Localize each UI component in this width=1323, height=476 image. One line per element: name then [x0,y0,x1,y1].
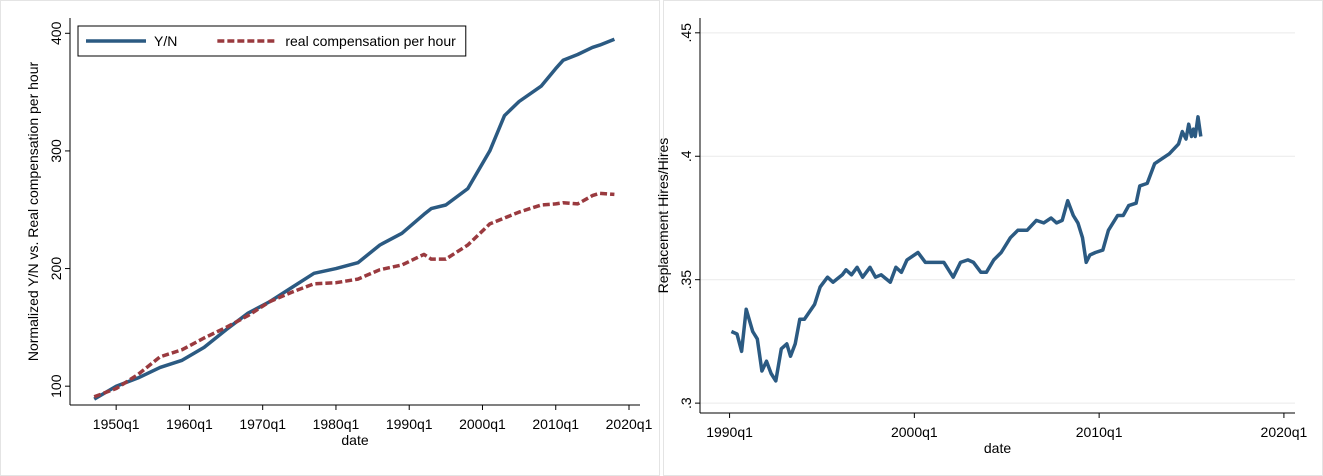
series-line [93,191,615,399]
y-tick-label: .35 [678,270,694,290]
legend: Y/N real compensation per hour [77,25,467,57]
y-tick-label: 300 [48,139,64,163]
x-tick-label: 1950q1 [93,416,140,432]
x-tick-label: 1970q1 [239,416,286,432]
panel [663,0,1323,476]
y-axis-title: Normalized Y/N vs. Real compensation per… [25,62,41,362]
y-tick-label: .45 [678,23,694,43]
y-tick-label: 400 [48,21,64,45]
x-tick-label: 2020q1 [606,416,653,432]
series-line [730,115,1203,383]
x-tick-label: 2020q1 [1261,424,1308,440]
x-tick-label: 2000q1 [459,416,506,432]
y-tick-label: 200 [48,257,64,281]
y-tick-label: .4 [678,150,694,162]
x-tick-label: 1980q1 [313,416,360,432]
y-tick-label: .3 [678,397,694,409]
legend-label: Y/N [154,33,177,49]
y-axis-title: Replacement Hires/Hires [655,138,671,294]
panel [0,0,660,476]
x-tick-label: 1990q1 [706,424,753,440]
x-axis-title: date [341,432,368,448]
x-tick-label: 2000q1 [891,424,938,440]
series-line [93,37,616,401]
x-axis-title: date [984,440,1011,456]
x-tick-label: 2010q1 [1076,424,1123,440]
x-tick-label: 1990q1 [386,416,433,432]
x-tick-label: 2010q1 [532,416,579,432]
legend-label: real compensation per hour [285,33,456,49]
x-tick-label: 1960q1 [166,416,213,432]
y-tick-label: 100 [48,374,64,398]
